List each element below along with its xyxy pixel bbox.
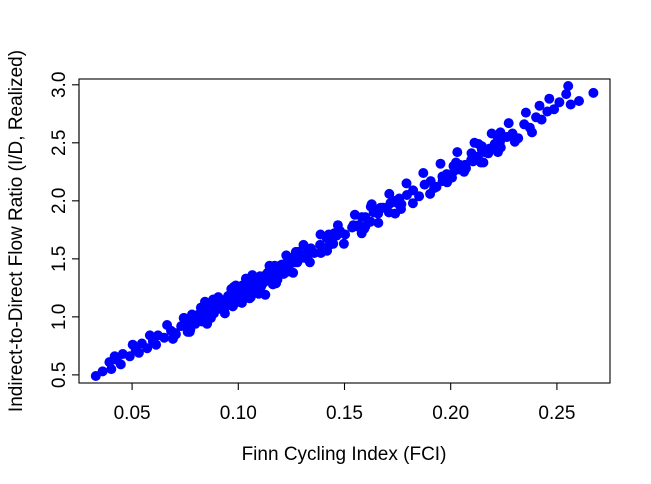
data-point bbox=[459, 166, 470, 177]
data-point bbox=[542, 106, 553, 117]
points-layer bbox=[90, 81, 599, 381]
data-point bbox=[328, 238, 339, 249]
data-point bbox=[544, 93, 555, 104]
x-tick-label: 0.05 bbox=[114, 403, 151, 424]
data-point bbox=[373, 217, 384, 228]
data-point bbox=[435, 158, 446, 169]
data-point bbox=[442, 177, 453, 188]
data-point bbox=[97, 366, 108, 377]
data-point bbox=[236, 297, 247, 308]
data-point bbox=[561, 89, 572, 100]
y-tick-label: 3.0 bbox=[49, 72, 70, 98]
data-point bbox=[176, 321, 187, 332]
x-axis-ticks: 0.05 0.10 0.15 0.20 0.25 bbox=[114, 383, 575, 424]
data-point bbox=[475, 157, 486, 168]
data-point bbox=[247, 270, 258, 281]
data-point bbox=[534, 100, 545, 111]
data-point bbox=[281, 250, 292, 261]
data-point bbox=[503, 118, 514, 129]
data-point bbox=[109, 351, 120, 362]
data-point bbox=[509, 136, 520, 147]
data-point bbox=[349, 209, 360, 220]
data-point bbox=[340, 229, 351, 240]
data-point bbox=[431, 181, 442, 192]
data-point bbox=[277, 260, 288, 271]
y-tick-label: 2.5 bbox=[49, 130, 70, 156]
data-point bbox=[322, 245, 333, 256]
data-point bbox=[396, 199, 407, 210]
data-point bbox=[418, 168, 429, 178]
data-point bbox=[425, 188, 436, 199]
data-point bbox=[574, 96, 584, 106]
data-point bbox=[492, 147, 503, 158]
data-point bbox=[195, 302, 206, 313]
y-axis-ticks: 0.5 1.0 1.5 2.0 2.5 3.0 bbox=[49, 72, 79, 388]
data-point bbox=[353, 220, 364, 231]
data-point bbox=[469, 137, 480, 148]
y-tick-label: 1.0 bbox=[49, 304, 70, 330]
y-tick-label: 1.5 bbox=[49, 246, 70, 272]
data-point bbox=[133, 347, 144, 358]
data-point bbox=[452, 147, 463, 158]
x-tick-label: 0.20 bbox=[432, 403, 469, 424]
data-point bbox=[167, 333, 178, 344]
y-tick-label: 0.5 bbox=[49, 362, 70, 388]
data-point bbox=[563, 81, 574, 91]
data-point bbox=[520, 107, 531, 118]
data-point bbox=[356, 228, 367, 239]
data-point bbox=[202, 318, 213, 329]
data-point bbox=[407, 198, 418, 209]
data-point bbox=[219, 308, 230, 319]
data-point bbox=[162, 320, 173, 330]
data-point bbox=[315, 239, 326, 250]
data-point bbox=[288, 267, 299, 278]
x-axis: 0.05 0.10 0.15 0.20 0.25 bbox=[114, 382, 575, 424]
data-point bbox=[298, 239, 309, 250]
data-point bbox=[401, 178, 412, 189]
y-axis-title: Indirect-to-Direct Flow Ratio (I/D, Real… bbox=[6, 50, 27, 412]
data-point bbox=[234, 288, 245, 299]
x-axis-title: Finn Cycling Index (FCI) bbox=[242, 444, 447, 465]
data-point bbox=[486, 128, 497, 139]
data-point bbox=[115, 359, 126, 370]
data-point bbox=[332, 220, 343, 231]
data-point bbox=[304, 257, 315, 268]
data-point bbox=[264, 260, 275, 271]
data-point bbox=[106, 364, 117, 375]
data-point bbox=[290, 246, 301, 257]
data-point bbox=[366, 199, 377, 210]
data-point bbox=[187, 309, 197, 320]
data-point bbox=[213, 292, 224, 303]
data-point bbox=[305, 243, 316, 254]
data-point bbox=[251, 278, 262, 289]
data-point bbox=[151, 339, 162, 350]
data-point bbox=[184, 326, 195, 337]
data-point bbox=[230, 280, 241, 291]
data-point bbox=[554, 97, 565, 108]
data-point bbox=[588, 87, 599, 98]
data-point bbox=[127, 339, 138, 350]
data-point bbox=[253, 288, 264, 299]
data-point bbox=[390, 208, 401, 219]
data-point bbox=[271, 278, 282, 289]
x-tick-label: 0.15 bbox=[326, 403, 363, 424]
x-tick-label: 0.10 bbox=[220, 403, 257, 424]
data-point bbox=[315, 229, 326, 240]
data-point bbox=[159, 332, 170, 343]
data-point bbox=[142, 343, 153, 354]
data-point bbox=[179, 313, 190, 323]
data-point bbox=[536, 114, 547, 125]
data-point bbox=[565, 99, 576, 110]
y-tick-label: 2.0 bbox=[49, 188, 70, 214]
data-point bbox=[338, 238, 349, 249]
x-tick-label: 0.25 bbox=[538, 403, 575, 424]
data-point bbox=[365, 216, 376, 227]
data-point bbox=[384, 188, 395, 199]
data-point bbox=[527, 127, 537, 138]
data-point bbox=[144, 330, 155, 341]
data-point bbox=[414, 191, 425, 202]
y-axis: 0.5 1.0 1.5 2.0 2.5 3.0 bbox=[49, 72, 80, 388]
